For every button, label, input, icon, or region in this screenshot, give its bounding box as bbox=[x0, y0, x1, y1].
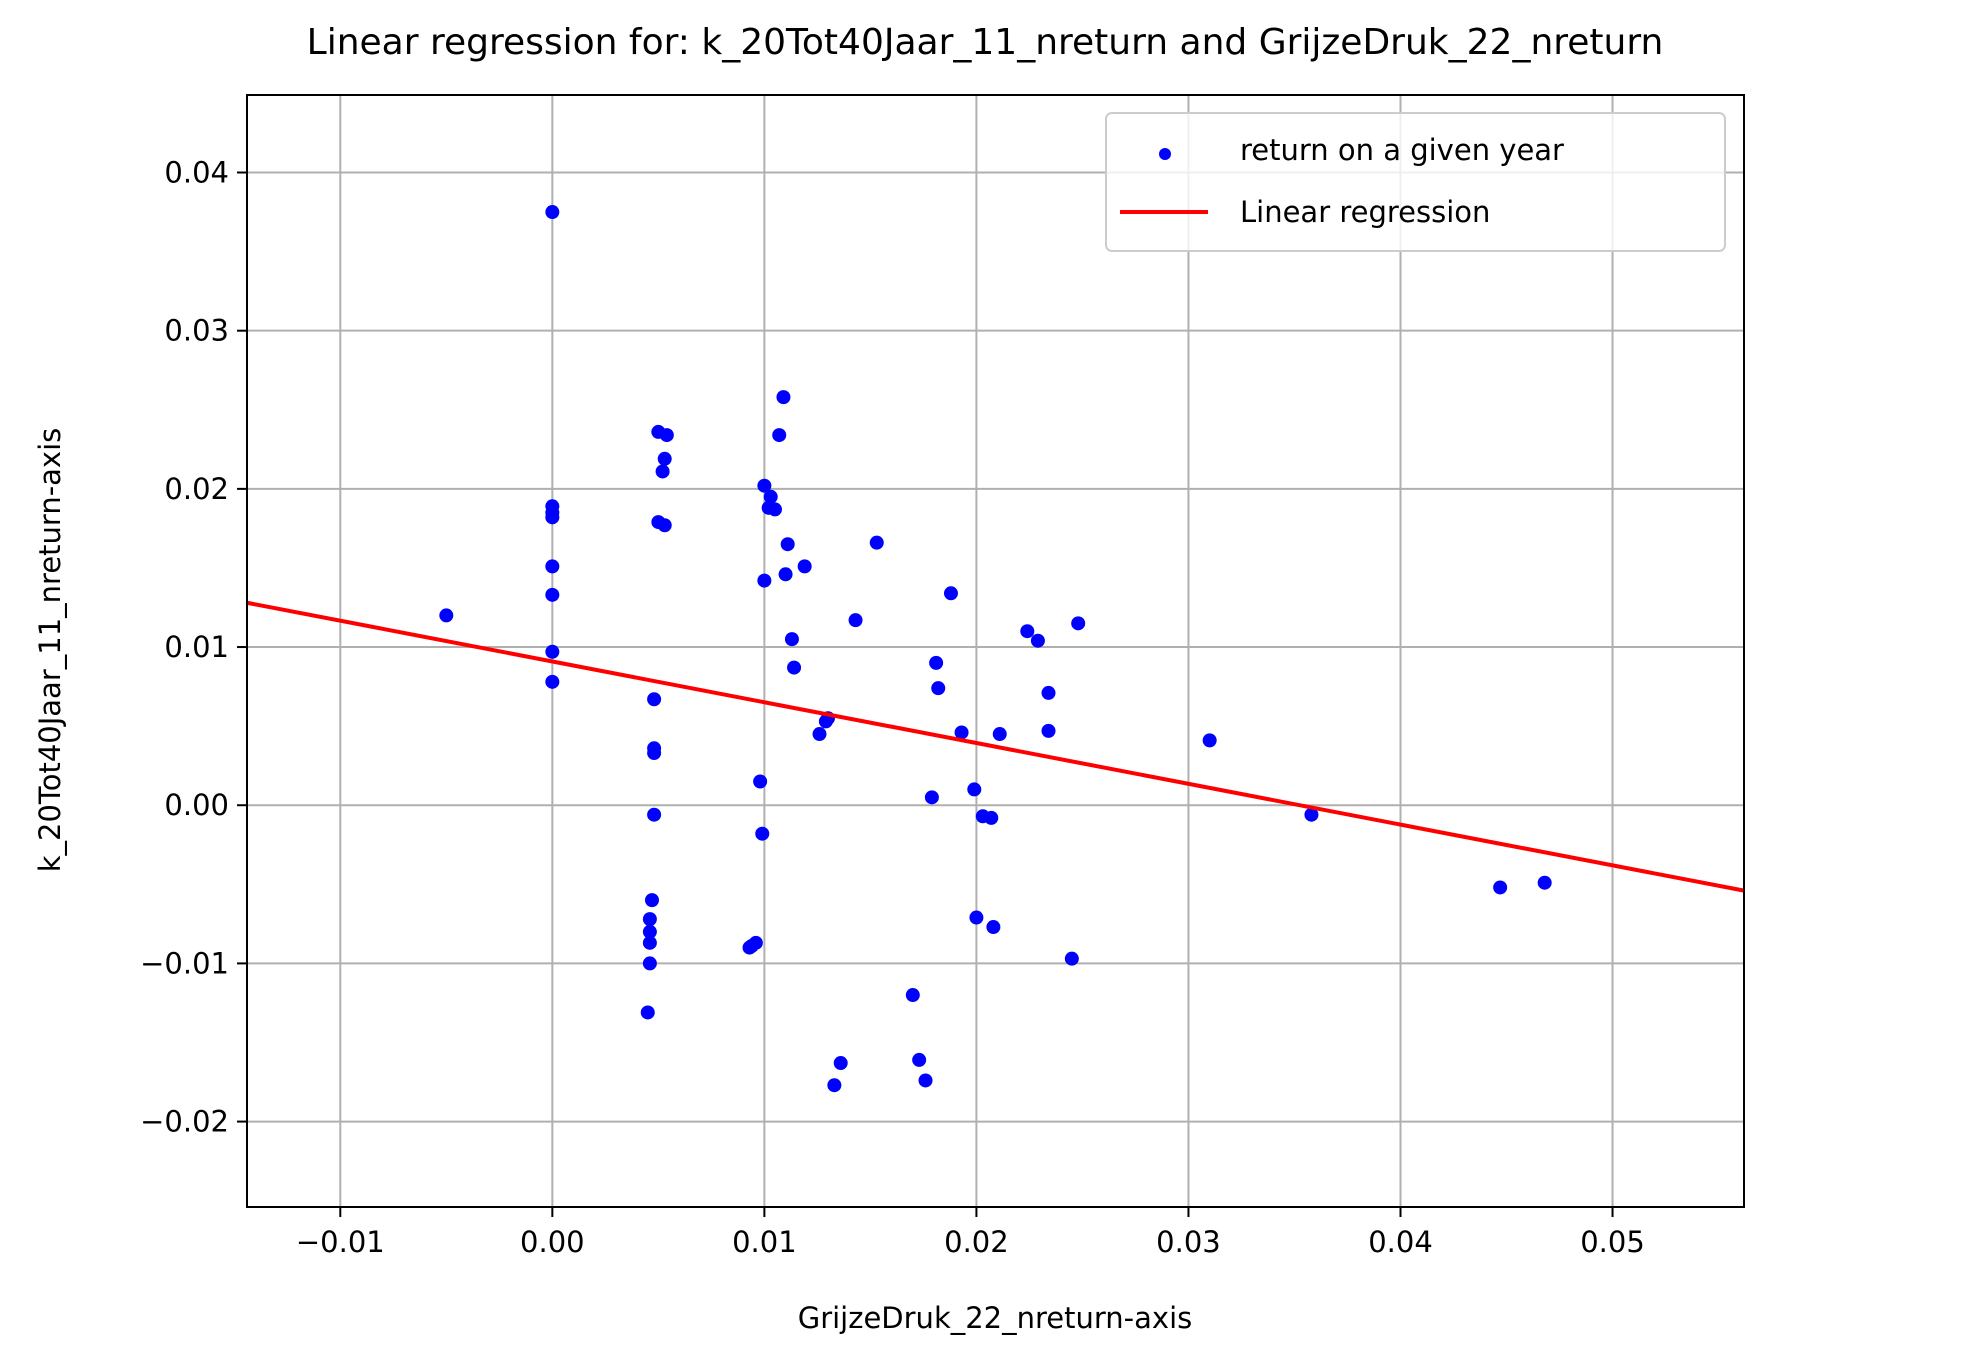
scatter-point bbox=[992, 727, 1007, 742]
scatter-point bbox=[787, 660, 802, 675]
scatter-point bbox=[833, 1056, 848, 1071]
scatter-point bbox=[797, 559, 812, 574]
scatter-point bbox=[918, 1073, 933, 1088]
scatter-point bbox=[912, 1052, 927, 1067]
scatter-point bbox=[967, 782, 982, 797]
y-axis-label: k_20Tot40Jaar_11_nreturn-axis bbox=[33, 428, 67, 873]
x-tick-label: 0.01 bbox=[732, 1225, 797, 1259]
scatter-point bbox=[644, 893, 659, 908]
scatter-point bbox=[778, 567, 793, 582]
scatter-point bbox=[755, 826, 770, 841]
y-tick-label: −0.02 bbox=[140, 1105, 229, 1139]
y-tick-label: 0.01 bbox=[164, 630, 229, 664]
legend-label-line: Linear regression bbox=[1240, 195, 1490, 229]
scatter-point bbox=[931, 681, 946, 696]
x-tick-label: 0.03 bbox=[1156, 1225, 1221, 1259]
scatter-point bbox=[1304, 807, 1319, 822]
scatter-point bbox=[848, 613, 863, 628]
scatter-point bbox=[647, 692, 662, 707]
scatter-point bbox=[812, 727, 827, 742]
scatter-point bbox=[545, 205, 560, 220]
x-tick-label: 0.02 bbox=[944, 1225, 1009, 1259]
grid bbox=[247, 95, 1744, 1207]
scatter-point bbox=[780, 537, 795, 552]
scatter-point bbox=[767, 502, 782, 517]
scatter-point bbox=[1030, 633, 1045, 648]
scatter-point bbox=[929, 655, 944, 670]
scatter-point bbox=[640, 1005, 655, 1020]
y-tick-label: 0.00 bbox=[164, 788, 229, 822]
legend-marker-scatter bbox=[1159, 148, 1171, 160]
scatter-point bbox=[545, 510, 560, 525]
scatter-point bbox=[943, 586, 958, 601]
scatter-point bbox=[986, 920, 1001, 935]
scatter-point bbox=[969, 910, 984, 925]
y-tick-label: 0.04 bbox=[164, 156, 229, 190]
x-tick-label: −0.01 bbox=[296, 1225, 385, 1259]
scatter-point bbox=[647, 807, 662, 822]
y-axis-ticks: −0.02 −0.01 0.00 0.01 0.02 0.03 0.04 bbox=[140, 156, 247, 1139]
scatter-point bbox=[647, 746, 662, 761]
scatter-point bbox=[753, 774, 768, 789]
y-tick-label: 0.02 bbox=[164, 472, 229, 506]
regression-line bbox=[246, 600, 1745, 893]
scatter-point bbox=[763, 489, 778, 504]
scatter-point bbox=[545, 644, 560, 659]
y-tick-label: −0.01 bbox=[140, 946, 229, 980]
scatter-point bbox=[545, 559, 560, 574]
scatter-point bbox=[657, 518, 672, 533]
scatter-point bbox=[642, 924, 657, 939]
plot-area bbox=[246, 205, 1745, 1093]
scatter-point bbox=[827, 1078, 842, 1093]
legend-label-scatter: return on a given year bbox=[1240, 133, 1564, 167]
x-axis-label: GrijzeDruk_22_nreturn-axis bbox=[798, 1301, 1193, 1335]
scatter-point bbox=[772, 428, 787, 443]
scatter-point bbox=[1064, 951, 1079, 966]
scatter-point bbox=[1041, 685, 1056, 700]
scatter-point bbox=[869, 535, 884, 550]
scatter-point bbox=[776, 390, 791, 405]
scatter-point bbox=[954, 725, 969, 740]
scatter-point bbox=[655, 464, 670, 479]
legend: return on a given year Linear regression bbox=[1105, 112, 1726, 252]
x-tick-label: 0.00 bbox=[520, 1225, 585, 1259]
scatter-point bbox=[642, 935, 657, 950]
scatter-point bbox=[1041, 723, 1056, 738]
scatter-point bbox=[1537, 875, 1552, 890]
x-tick-label: 0.04 bbox=[1368, 1225, 1433, 1259]
scatter-point bbox=[742, 940, 757, 955]
scatter-point bbox=[659, 428, 674, 443]
scatter-point bbox=[1071, 616, 1086, 631]
chart-title: Linear regression for: k_20Tot40Jaar_11_… bbox=[307, 22, 1664, 63]
scatter-point bbox=[1020, 624, 1035, 639]
scatter-point bbox=[642, 912, 657, 927]
scatter-point bbox=[642, 956, 657, 971]
scatter-point bbox=[657, 451, 672, 466]
scatter-point bbox=[757, 573, 772, 588]
scatter-point bbox=[545, 587, 560, 602]
scatter-point bbox=[905, 988, 920, 1003]
scatter-point bbox=[984, 810, 999, 825]
scatter-point bbox=[545, 674, 560, 689]
scatter-point bbox=[1493, 880, 1508, 895]
scatter-point bbox=[439, 608, 454, 623]
y-tick-label: 0.03 bbox=[164, 314, 229, 348]
x-axis-ticks: −0.01 0.00 0.01 0.02 0.03 0.04 0.05 bbox=[296, 1207, 1645, 1259]
legend-box bbox=[1105, 112, 1726, 252]
scatter-point bbox=[1202, 733, 1217, 748]
scatter-point bbox=[784, 632, 799, 647]
plot-frame bbox=[246, 94, 1745, 1208]
scatter-point bbox=[818, 714, 833, 729]
x-tick-label: 0.05 bbox=[1580, 1225, 1645, 1259]
scatter-point bbox=[924, 790, 939, 805]
scatter-point bbox=[757, 478, 772, 493]
